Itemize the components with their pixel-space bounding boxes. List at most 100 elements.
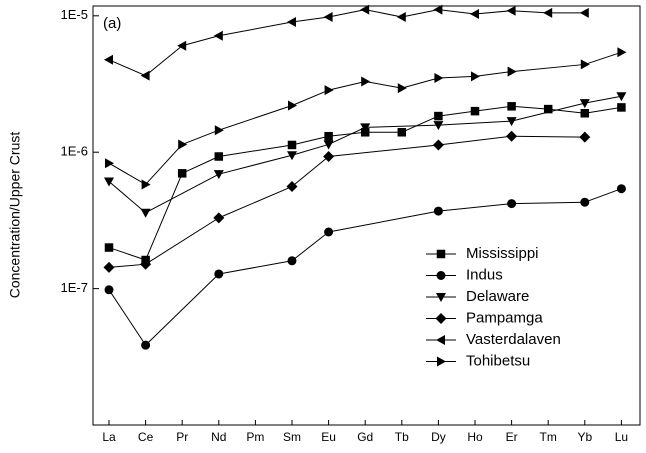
marker [323, 140, 334, 150]
series-line [511, 135, 585, 138]
marker [324, 85, 334, 96]
marker [140, 258, 152, 270]
marker [104, 177, 114, 187]
marker [213, 212, 225, 224]
marker [579, 99, 590, 109]
series-line [474, 105, 512, 112]
x-tick-label: Tb [395, 430, 409, 444]
marker [579, 131, 591, 143]
marker [432, 139, 444, 151]
marker [323, 12, 333, 23]
marker [470, 9, 479, 20]
marker [436, 293, 446, 302]
marker [507, 102, 516, 111]
series-line [182, 35, 219, 47]
x-tick-label: Dy [431, 430, 446, 444]
marker [104, 243, 114, 252]
marker [616, 92, 627, 102]
x-tick-label: Pm [246, 430, 264, 444]
marker [214, 125, 224, 136]
marker [434, 111, 443, 121]
series-line [145, 173, 220, 214]
marker [286, 181, 298, 193]
series-line [291, 143, 329, 156]
series-line [511, 10, 549, 14]
y-tick-label: 1E-7 [61, 280, 88, 295]
marker [213, 170, 224, 180]
marker [436, 271, 446, 280]
series-line [328, 126, 366, 145]
x-tick-label: Sm [283, 430, 301, 444]
series-line [438, 203, 512, 212]
marker [437, 356, 446, 367]
legend-label: Vasterdalaven [466, 331, 561, 348]
marker [580, 59, 590, 70]
marker [324, 227, 334, 237]
marker [141, 179, 151, 190]
series-line [474, 10, 512, 15]
marker [579, 7, 589, 18]
marker [287, 140, 297, 150]
series-line [438, 110, 476, 117]
marker [433, 206, 443, 216]
series-line [218, 144, 293, 157]
x-tick-label: Er [506, 430, 518, 444]
legend-label: Mississippi [466, 245, 539, 262]
series-line [548, 108, 585, 114]
marker [105, 158, 114, 169]
x-tick-label: Gd [357, 430, 373, 444]
marker [543, 104, 553, 114]
marker [214, 152, 224, 161]
series-line [108, 162, 146, 185]
series-line [584, 51, 622, 65]
series-line [401, 9, 439, 18]
series-line [108, 181, 146, 214]
series-line [438, 75, 476, 79]
series-line [108, 59, 146, 77]
x-tick-label: Ce [138, 430, 154, 444]
marker [580, 197, 590, 207]
marker [288, 100, 297, 111]
marker [360, 123, 371, 133]
marker [361, 76, 371, 87]
marker [436, 335, 445, 345]
marker [434, 72, 444, 83]
series-line [218, 105, 293, 131]
series-line [328, 144, 439, 157]
series-line [511, 201, 585, 205]
marker [140, 208, 151, 218]
marker [177, 169, 187, 178]
series-line [438, 9, 476, 15]
series-line [511, 105, 549, 110]
marker [507, 66, 517, 77]
marker [287, 256, 297, 266]
x-tick-label: La [102, 430, 116, 444]
series-line [182, 129, 219, 145]
x-tick-label: Yb [577, 430, 592, 444]
series-line [584, 106, 622, 114]
series-line [328, 131, 366, 137]
marker [397, 128, 407, 137]
series-line [401, 77, 439, 89]
marker [104, 54, 113, 65]
series-line [145, 273, 220, 346]
marker [141, 340, 151, 350]
marker [287, 17, 296, 28]
marker [324, 131, 333, 141]
series-line [511, 102, 585, 122]
series-line [584, 188, 622, 203]
x-tick-label: Pr [176, 430, 188, 444]
series-line [218, 21, 293, 37]
marker [616, 184, 626, 194]
series-line [108, 263, 146, 268]
series-line [291, 89, 329, 106]
annotation: (a) [103, 15, 121, 32]
marker [506, 130, 518, 142]
marker [506, 5, 516, 16]
series-line [108, 289, 147, 346]
series-line [291, 156, 329, 187]
series-line [145, 173, 183, 261]
series-line [511, 63, 585, 73]
